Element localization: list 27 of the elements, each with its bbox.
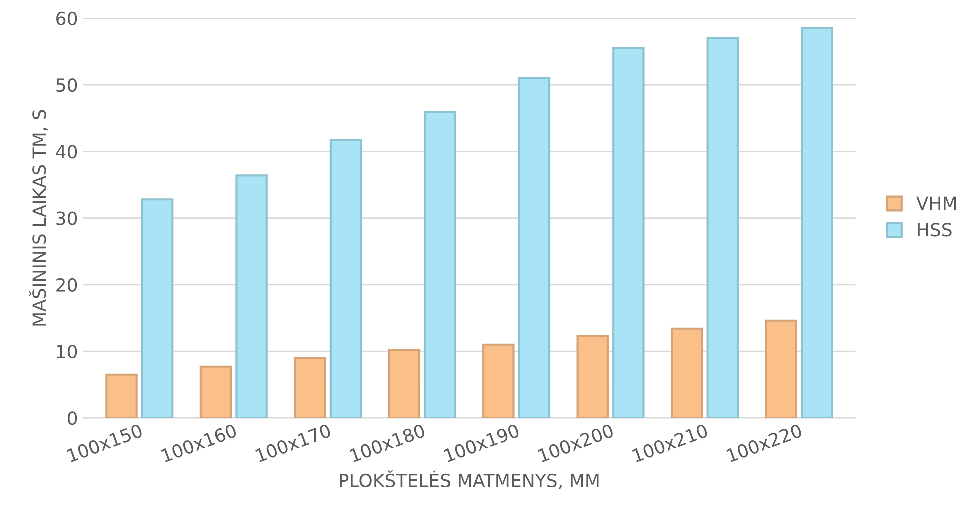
bar [576,335,609,418]
bar [670,328,704,418]
bar [765,320,798,418]
y-tick-label: 40 [56,145,78,159]
y-tick-label: 20 [56,278,78,292]
bar [294,357,326,418]
y-tick-label: 60 [56,12,78,26]
bar [236,174,268,418]
bar [424,111,456,418]
legend-label: VHM [916,196,956,210]
bar [801,27,834,418]
bar [200,366,232,418]
y-axis-title: MAŠININIS LAIKAS TM, S [29,110,48,326]
y-tick-label: 30 [56,212,78,226]
y-tick-label: 50 [56,78,78,92]
bar [388,349,421,418]
bar [106,374,138,418]
bar [706,37,740,418]
legend-label: HSS [918,223,952,237]
bar [330,139,362,418]
bar [612,47,645,418]
y-tick-label: 10 [57,345,78,359]
bar [518,77,551,418]
bar [482,344,515,418]
y-tick-label: 0 [68,412,78,426]
bar [141,198,174,418]
x-axis-title: PLOKŠTELĖS MATMENYS, MM [340,470,599,490]
